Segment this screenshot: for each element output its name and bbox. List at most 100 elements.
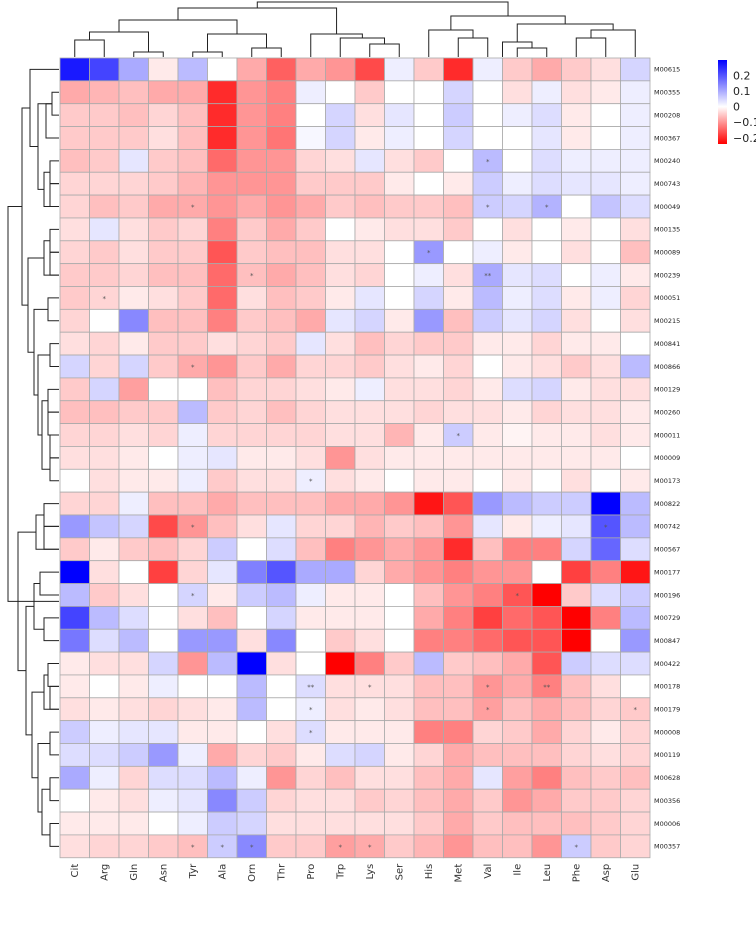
heatmap-cell [354,171,385,196]
dendrogram-branch [37,743,50,813]
heatmap-cell [266,263,297,287]
heatmap-cell [325,491,356,516]
heatmap-cell [148,263,179,287]
heatmap-cell [325,560,356,584]
significance-mark: * [457,432,461,440]
heatmap-cell [384,537,415,562]
heatmap-cell [502,423,533,447]
heatmap-cell [354,331,385,356]
heatmap-cell [413,194,444,219]
row-label: M00179 [654,706,680,714]
heatmap-cell [236,788,267,813]
heatmap-cell [354,377,385,402]
heatmap-cell [354,560,385,584]
heatmap-cell [177,697,208,722]
heatmap-cell [118,217,149,242]
significance-mark: * [604,523,608,531]
heatmap-cell [266,423,297,447]
heatmap-cell [118,765,149,790]
heatmap-cell [266,537,297,562]
heatmap-cell [207,468,238,493]
heatmap-cell [266,514,297,539]
heatmap-cell [266,217,297,242]
heatmap-cell [472,446,503,470]
heatmap-cell [266,606,297,630]
significance-mark: * [191,592,195,600]
row-label: M00355 [654,89,680,97]
heatmap-cell [384,308,415,333]
row-label: M00119 [654,751,680,759]
heatmap-cell [502,743,533,767]
heatmap-cell [413,697,444,722]
heatmap-cell [295,80,326,105]
heatmap-cell [413,126,444,150]
row-label: M00422 [654,660,680,668]
heatmap-cell [89,423,120,447]
heatmap-cell [325,400,356,425]
heatmap-cell [148,560,179,584]
heatmap-cell [413,674,444,699]
heatmap-cell [354,423,385,447]
heatmap-cell [384,80,415,105]
heatmap-cell [620,606,651,630]
heatmap-cell [502,720,533,744]
heatmap-cell [472,423,503,447]
heatmap-cell [148,537,179,562]
heatmap-cell [531,148,562,173]
column-label: Asn [158,864,169,882]
dendrogram-branch [49,731,59,756]
heatmap-cell [236,57,267,82]
significance-mark: ** [543,683,551,691]
dendrogram-branch [516,47,548,57]
heatmap-cell [443,331,474,356]
heatmap-cell [561,400,592,425]
dendrogram-branch [49,822,59,847]
heatmap-cell [89,628,120,653]
heatmap-cell [384,491,415,516]
heatmap-cell [531,126,562,150]
heatmap-cell [531,697,562,722]
heatmap-cell [266,354,297,379]
heatmap-cell [118,400,149,425]
heatmap-cell [472,583,503,607]
heatmap-cell [502,126,533,150]
heatmap-cell [325,423,356,447]
heatmap-cell [384,400,415,425]
heatmap-cell [325,514,356,539]
heatmap-cell [384,651,415,676]
heatmap-cell [620,57,651,82]
heatmap-cell [266,674,297,699]
column-label: Thr [276,863,287,881]
heatmap-cell [531,308,562,333]
heatmap-cell [325,583,356,607]
heatmap-cell [89,354,120,379]
heatmap-cell [620,423,651,447]
heatmap-cell [207,308,238,333]
dendrogram-branch [35,514,59,550]
heatmap-cell [59,171,90,196]
heatmap-cell [502,834,533,859]
heatmap-cell [118,743,149,767]
heatmap-cell [266,80,297,105]
heatmap-cell [148,514,179,539]
heatmap-cell [531,80,562,105]
heatmap-cell [472,811,503,836]
heatmap-cell [89,811,120,836]
significance-mark: * [191,204,195,212]
heatmap-cell [384,126,415,150]
heatmap-cell [118,126,149,150]
row-label: M00356 [654,797,680,805]
heatmap-cell [295,354,326,379]
heatmap-cell [620,148,651,173]
heatmap-cell [502,217,533,242]
heatmap-cell [620,126,651,150]
heatmap-cell [354,148,385,173]
heatmap-cell [620,491,651,516]
row-label: M00177 [654,568,680,576]
heatmap-cell [295,560,326,584]
heatmap-cell [295,308,326,333]
heatmap-cell [59,468,90,493]
heatmap-cell [354,57,385,82]
heatmap-cell [531,468,562,493]
heatmap-cell [620,80,651,105]
